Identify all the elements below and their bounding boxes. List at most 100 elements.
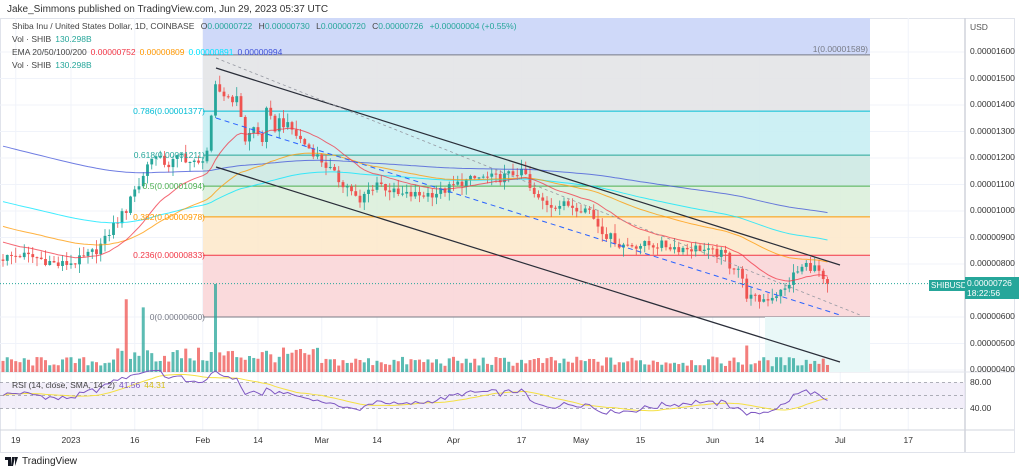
candle-body (320, 154, 324, 163)
candle-body (218, 84, 222, 92)
tradingview-logo[interactable]: TradingView (5, 456, 77, 467)
candle-body (490, 173, 494, 177)
rsi-sma-line (2, 373, 828, 412)
volume-bar (311, 349, 315, 372)
volume-bar (783, 365, 787, 372)
volume-bar (61, 359, 64, 372)
candle-body (10, 254, 13, 256)
volume-bar (175, 350, 179, 372)
volume-bar (439, 363, 443, 372)
candle-body (673, 247, 676, 250)
volume-bar (184, 348, 188, 372)
channel-upper-line (215, 67, 841, 266)
volume-bar (702, 365, 706, 372)
volume-bar (520, 359, 523, 372)
volume-bar (82, 357, 86, 372)
candle-body (65, 261, 69, 265)
price-tick-label: 0.00000600 (970, 311, 1015, 321)
volume-bar (22, 358, 26, 372)
candle-body (702, 249, 706, 251)
low-value: L0.00000720 (316, 21, 366, 31)
candle-body (541, 197, 545, 201)
volume-bar (690, 360, 693, 372)
volume-bar (286, 353, 290, 372)
candle-body (741, 268, 744, 279)
candle-body (435, 193, 438, 198)
price-tick-label: 0.00001300 (970, 125, 1015, 136)
volume-bar (205, 360, 209, 372)
volume-bar (711, 356, 715, 372)
candle-body (715, 248, 719, 257)
volume-bar (745, 345, 749, 372)
candle-body (18, 256, 22, 258)
volume-bar (511, 365, 515, 372)
candle-body (537, 194, 540, 198)
candle-body (545, 200, 549, 206)
candle-body (44, 259, 47, 266)
candle-body (243, 116, 247, 142)
candle-body (277, 118, 281, 132)
ema100-line (2, 171, 828, 241)
candle-body (235, 96, 239, 103)
candle-body (571, 205, 574, 208)
volume-bar (571, 362, 574, 372)
date-tick-label: 16 (130, 435, 140, 445)
volume-bar (299, 348, 302, 372)
fib-zone (203, 216, 870, 256)
candle-body (167, 164, 171, 168)
volume-bar (792, 358, 795, 372)
volume-bar (52, 364, 56, 372)
volume-bar (817, 363, 821, 372)
candle-body (396, 188, 400, 195)
volume-bar (69, 357, 73, 372)
candle-body (205, 150, 209, 162)
candle-body (647, 241, 651, 246)
candle-body (39, 257, 43, 260)
volume-bar (787, 357, 791, 372)
volume-bar (430, 362, 434, 372)
volume-bar (732, 357, 736, 372)
candle-body (698, 245, 702, 251)
candle-body (358, 195, 362, 203)
volume-bar (736, 362, 740, 372)
volume-bar (256, 358, 260, 372)
candle-body (775, 296, 778, 298)
candle-body (188, 161, 192, 163)
date-tick-label: 14 (372, 435, 382, 445)
volume-bar (809, 363, 812, 372)
volume-bar (643, 364, 647, 372)
candle-body (486, 176, 489, 178)
candle-body (362, 193, 366, 203)
candle-body (146, 164, 149, 176)
candle-body (90, 249, 94, 252)
volume-bar (73, 363, 77, 372)
candle-body (762, 299, 766, 302)
candle-body (324, 162, 328, 168)
volume-bar (5, 357, 9, 372)
volume-bar (592, 359, 596, 372)
candle-body (27, 252, 30, 255)
volume-bar (137, 355, 141, 372)
fib-level-label: 0.382(0.00000978) (133, 211, 205, 222)
candle-body (73, 263, 77, 265)
volume-bar (762, 357, 766, 372)
volume-bar (579, 360, 583, 372)
volume-bar (541, 362, 545, 372)
volume-bar (345, 362, 349, 372)
volume-bar (622, 362, 625, 372)
channel-lower-line (215, 166, 841, 363)
volume-bar (758, 360, 761, 372)
candle-body (192, 160, 196, 162)
candle-body (656, 247, 659, 249)
volume-bar (651, 360, 655, 372)
volume-bar (150, 353, 154, 372)
date-tick-label: 14 (754, 435, 765, 445)
date-tick-label: 19 (11, 435, 21, 445)
candle-body (150, 158, 154, 165)
volume-bar (214, 284, 217, 372)
rsi-line (2, 369, 828, 416)
volume-bar (27, 359, 30, 372)
volume-legend-2: Vol · SHIB 130.298B (12, 60, 92, 70)
candle-body (690, 249, 693, 252)
